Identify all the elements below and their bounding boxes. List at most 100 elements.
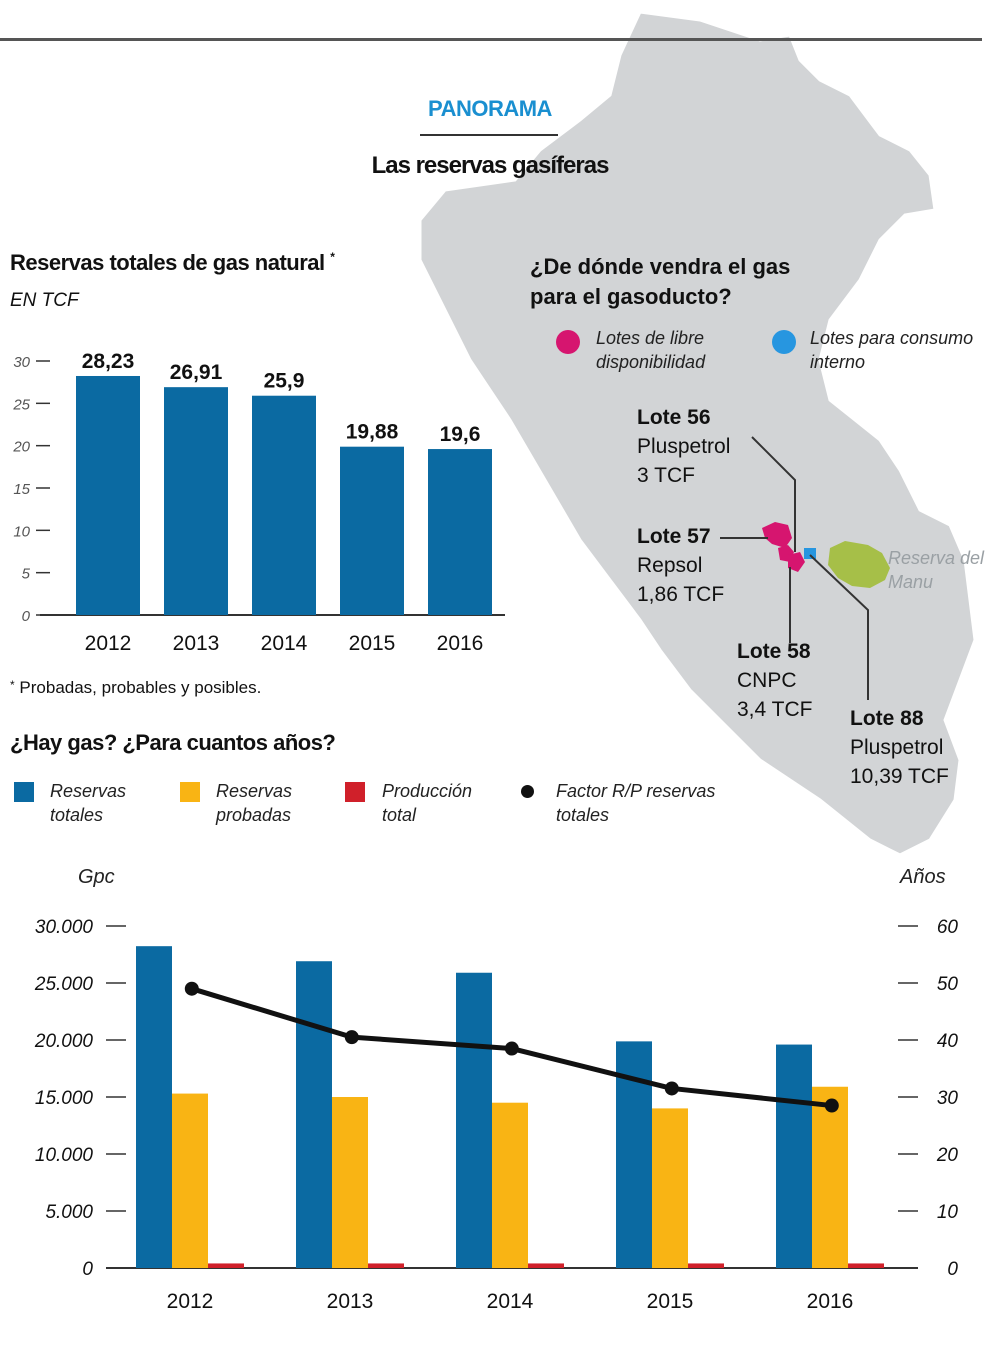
chart1-value-label: 26,91 bbox=[170, 361, 223, 384]
chart2-left-tick-label: 10.000 bbox=[35, 1145, 94, 1166]
chart1-ytick-label: 10 bbox=[13, 523, 30, 540]
chart2-right-tick-label: 40 bbox=[937, 1031, 959, 1052]
chart1-unit: EN TCF bbox=[10, 290, 79, 311]
chart2-bar-proved bbox=[172, 1093, 208, 1268]
lote-56-reserve: 3 TCF bbox=[637, 464, 695, 487]
chart1-value-label: 19,88 bbox=[346, 421, 399, 444]
legend-production-label: Producción total bbox=[382, 781, 473, 825]
chart1-bar bbox=[76, 375, 140, 615]
chart2-left-tick-label: 20.000 bbox=[34, 1031, 94, 1052]
chart1-ytick-label: 0 bbox=[22, 608, 31, 625]
chart1: 0 5 10 15 20 25 30 28,23 2012 26,91 2013 25,9 2014 19… bbox=[12, 350, 505, 655]
lote-57-name: Lote 57 bbox=[637, 525, 711, 548]
legend-rp-dot bbox=[521, 785, 534, 798]
chart2-category-label: 2013 bbox=[327, 1290, 374, 1313]
chart2-right-tick-label: 20 bbox=[936, 1145, 959, 1166]
lote-88-company: Pluspetrol bbox=[850, 736, 944, 759]
chart2-rp-point bbox=[184, 981, 199, 996]
chart2-bar-proved bbox=[492, 1102, 528, 1268]
chart2-category-label: 2014 bbox=[487, 1290, 534, 1313]
internal-lots-label: Lotes para consumo interno bbox=[810, 328, 974, 372]
chart2-category-label: 2012 bbox=[167, 1290, 214, 1313]
lote-56-shape bbox=[788, 552, 805, 572]
chart2-bar-production bbox=[848, 1263, 884, 1268]
lote-88-label: Lote 88 Pluspetrol 10,39 TCF bbox=[850, 704, 949, 791]
legend-total-label: Reservas totales bbox=[50, 781, 127, 825]
chart2-left-tick-label: 15.000 bbox=[35, 1088, 94, 1109]
chart1-value-label: 19,6 bbox=[440, 423, 481, 446]
lote-57-label: Lote 57 Repsol 1,86 TCF bbox=[637, 522, 724, 609]
lote-56-name: Lote 56 bbox=[637, 406, 711, 429]
chart2-bar-production bbox=[688, 1263, 724, 1268]
chart1-ytick-label: 5 bbox=[22, 566, 31, 583]
chart1-title-text: Reservas totales de gas natural bbox=[10, 250, 325, 275]
chart1-category-label: 2015 bbox=[349, 632, 396, 655]
top-rule bbox=[0, 38, 982, 41]
lote-56-company: Pluspetrol bbox=[637, 435, 731, 458]
legend-production-swatch bbox=[345, 782, 365, 802]
chart2-right-tick-label: 10 bbox=[937, 1202, 959, 1223]
chart2-bar-production bbox=[208, 1263, 244, 1268]
headline: Las reservas gasíferas bbox=[371, 152, 610, 179]
chart2-bar-production bbox=[528, 1263, 564, 1268]
chart2-category-label: 2016 bbox=[807, 1290, 854, 1313]
chart2-category-label: 2015 bbox=[647, 1290, 694, 1313]
chart1-ytick-label: 20 bbox=[12, 439, 30, 456]
free-lots-dot bbox=[556, 330, 580, 354]
chart2-right-tick-label: 30 bbox=[937, 1088, 959, 1109]
chart2-bar-proved bbox=[812, 1086, 848, 1268]
footnote-text: Probadas, probables y posibles. bbox=[19, 678, 262, 697]
chart2-rp-point bbox=[504, 1041, 519, 1056]
lote-leader-lines bbox=[720, 436, 869, 700]
chart1-ytick-label: 25 bbox=[12, 396, 30, 413]
chart1-bar bbox=[428, 449, 492, 615]
chart2-rp-point bbox=[344, 1030, 359, 1045]
lote-58-label: Lote 58 CNPC 3,4 TCF bbox=[737, 637, 812, 724]
lote-88-reserve: 10,39 TCF bbox=[850, 765, 949, 788]
chart1-bar bbox=[252, 395, 316, 615]
chart2-title: ¿Hay gas? ¿Para cuantos años? bbox=[10, 730, 336, 755]
peru-outline bbox=[418, 10, 977, 857]
lote-58-name: Lote 58 bbox=[737, 640, 811, 663]
right-axis-unit: Años bbox=[900, 866, 946, 888]
chart2-bar-proved bbox=[652, 1108, 688, 1268]
chart2-bar-total bbox=[776, 1044, 812, 1268]
chart1-footnote: * Probadas, probables y posibles. bbox=[10, 678, 261, 698]
chart2-bar-total bbox=[456, 972, 492, 1268]
lote-58-shape bbox=[804, 548, 816, 559]
legend-proved-label: Reservas probadas bbox=[216, 781, 293, 825]
chart2-bar-total bbox=[296, 961, 332, 1268]
chart2-left-tick-label: 5.000 bbox=[45, 1202, 93, 1223]
chart2-bar-production bbox=[368, 1263, 404, 1268]
chart2-rp-point bbox=[824, 1098, 839, 1113]
chart2-rp-point bbox=[664, 1081, 679, 1096]
chart2-right-tick-label: 0 bbox=[947, 1259, 958, 1280]
chart1-value-label: 25,9 bbox=[264, 370, 305, 393]
map-question: ¿De dónde vendra el gas para el gasoduct… bbox=[530, 254, 791, 309]
chart1-title-mark: * bbox=[330, 250, 335, 264]
chart2: 0 5.000 10.000 15.000 20.000 25.000 30.000 0 10 2… bbox=[34, 917, 959, 1313]
kicker: PANORAMA bbox=[428, 96, 552, 121]
chart1-category-label: 2016 bbox=[437, 632, 484, 655]
left-axis-unit: Gpc bbox=[78, 866, 115, 888]
chart1-ytick-label: 15 bbox=[13, 481, 30, 498]
lote-57-shape bbox=[762, 522, 792, 548]
legend-total-swatch bbox=[14, 782, 34, 802]
chart1-ytick-label: 30 bbox=[13, 354, 30, 371]
footnote-mark: * bbox=[10, 678, 15, 692]
chart2-bar-total bbox=[136, 946, 172, 1268]
lote-88-name: Lote 88 bbox=[850, 707, 924, 730]
chart2-left-tick-label: 0 bbox=[82, 1259, 93, 1280]
chart1-category-label: 2013 bbox=[173, 632, 220, 655]
legend-proved-swatch bbox=[180, 782, 200, 802]
chart1-title: Reservas totales de gas natural * bbox=[10, 250, 335, 276]
lote-58-company: CNPC bbox=[737, 669, 797, 692]
lote-58-reserve: 3,4 TCF bbox=[737, 698, 813, 721]
chart1-category-label: 2014 bbox=[261, 632, 308, 655]
chart1-category-label: 2012 bbox=[85, 632, 132, 655]
internal-lots-dot bbox=[772, 330, 796, 354]
chart2-left-tick-label: 25.000 bbox=[34, 974, 94, 995]
chart1-bar bbox=[340, 446, 404, 615]
chart1-value-label: 28,23 bbox=[82, 350, 135, 373]
